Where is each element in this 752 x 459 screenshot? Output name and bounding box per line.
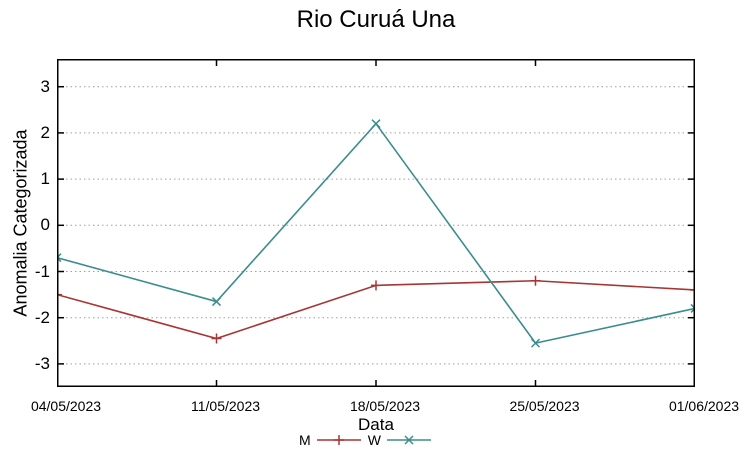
plot-area xyxy=(57,59,695,387)
y-tick-label: 0 xyxy=(40,215,50,235)
x-tick-label: 11/05/2023 xyxy=(190,398,261,414)
series-line xyxy=(57,122,695,345)
series-W xyxy=(57,119,695,348)
x-tick-label: 25/05/2023 xyxy=(509,398,580,414)
legend-label: W xyxy=(367,432,381,448)
x-tick-label: 04/05/2023 xyxy=(30,398,102,414)
x-tick-label: 01/06/2023 xyxy=(668,398,740,414)
y-tick-label: -2 xyxy=(34,307,50,327)
y-tick-label: -1 xyxy=(34,261,50,281)
chart-title: Rio Curuá Una xyxy=(296,6,456,33)
legend-sample-W xyxy=(386,435,431,445)
y-tick-label: 2 xyxy=(40,122,50,142)
x-axis-label: Data xyxy=(358,415,394,434)
plot-svg xyxy=(57,59,695,387)
y-tick-label: 1 xyxy=(40,169,50,189)
legend-item-M: M xyxy=(299,432,363,448)
legend-label: M xyxy=(299,432,311,448)
plot-border xyxy=(57,59,695,387)
legend-sample-M xyxy=(316,435,361,445)
y-tick-label: 3 xyxy=(40,76,50,96)
series-M xyxy=(57,275,695,344)
y-tick-label: -3 xyxy=(34,353,50,373)
legend-item-W: W xyxy=(368,432,433,448)
x-tick-label: 18/05/2023 xyxy=(349,398,421,414)
